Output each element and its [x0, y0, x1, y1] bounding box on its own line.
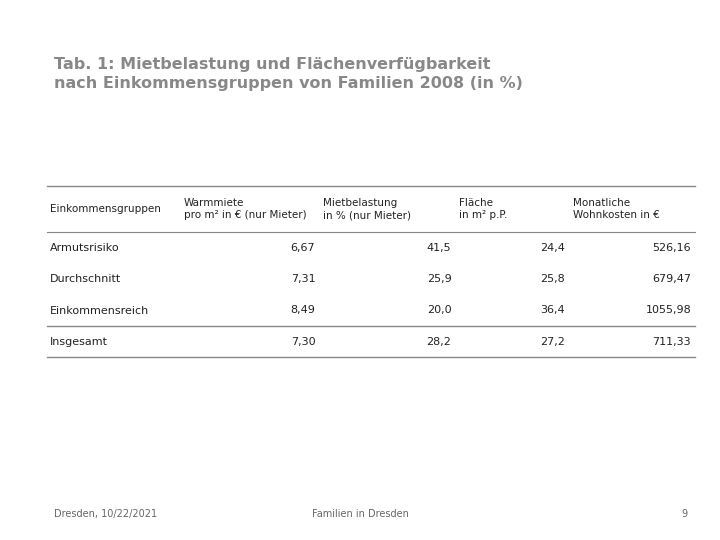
Text: Warmmiete
pro m² in € (nur Mieter): Warmmiete pro m² in € (nur Mieter)	[184, 198, 307, 220]
Text: Tab. 1: Mietbelastung und Flächenverfügbarkeit
nach Einkommensgruppen von Famili: Tab. 1: Mietbelastung und Flächenverfügb…	[54, 57, 523, 91]
Text: 36,4: 36,4	[540, 306, 564, 315]
Text: 9: 9	[681, 509, 688, 519]
Text: Monatliche
Wohnkosten in €: Monatliche Wohnkosten in €	[572, 198, 660, 220]
Text: Armutsrisiko: Armutsrisiko	[50, 243, 120, 253]
Text: 7,31: 7,31	[291, 274, 315, 284]
Text: 711,33: 711,33	[652, 337, 691, 347]
Text: Durchschnitt: Durchschnitt	[50, 274, 121, 284]
Text: 1055,98: 1055,98	[645, 306, 691, 315]
Text: 25,8: 25,8	[540, 274, 564, 284]
Text: 6,67: 6,67	[291, 243, 315, 253]
Text: 25,9: 25,9	[427, 274, 451, 284]
Text: 27,2: 27,2	[540, 337, 564, 347]
Text: Mietbelastung
in % (nur Mieter): Mietbelastung in % (nur Mieter)	[323, 198, 411, 220]
Text: Dresden, 10/22/2021: Dresden, 10/22/2021	[54, 509, 157, 519]
Text: 24,4: 24,4	[540, 243, 564, 253]
Text: Einkommensgruppen: Einkommensgruppen	[50, 204, 161, 214]
Text: 526,16: 526,16	[652, 243, 691, 253]
Text: 7,30: 7,30	[291, 337, 315, 347]
Text: Familien in Dresden: Familien in Dresden	[312, 509, 408, 519]
Text: Fläche
in m² p.P.: Fläche in m² p.P.	[459, 198, 508, 220]
Text: 679,47: 679,47	[652, 274, 691, 284]
Text: Einkommensreich: Einkommensreich	[50, 306, 149, 315]
Text: 20,0: 20,0	[427, 306, 451, 315]
Text: 41,5: 41,5	[427, 243, 451, 253]
Text: Insgesamt: Insgesamt	[50, 337, 108, 347]
Text: 8,49: 8,49	[290, 306, 315, 315]
Text: 28,2: 28,2	[426, 337, 451, 347]
